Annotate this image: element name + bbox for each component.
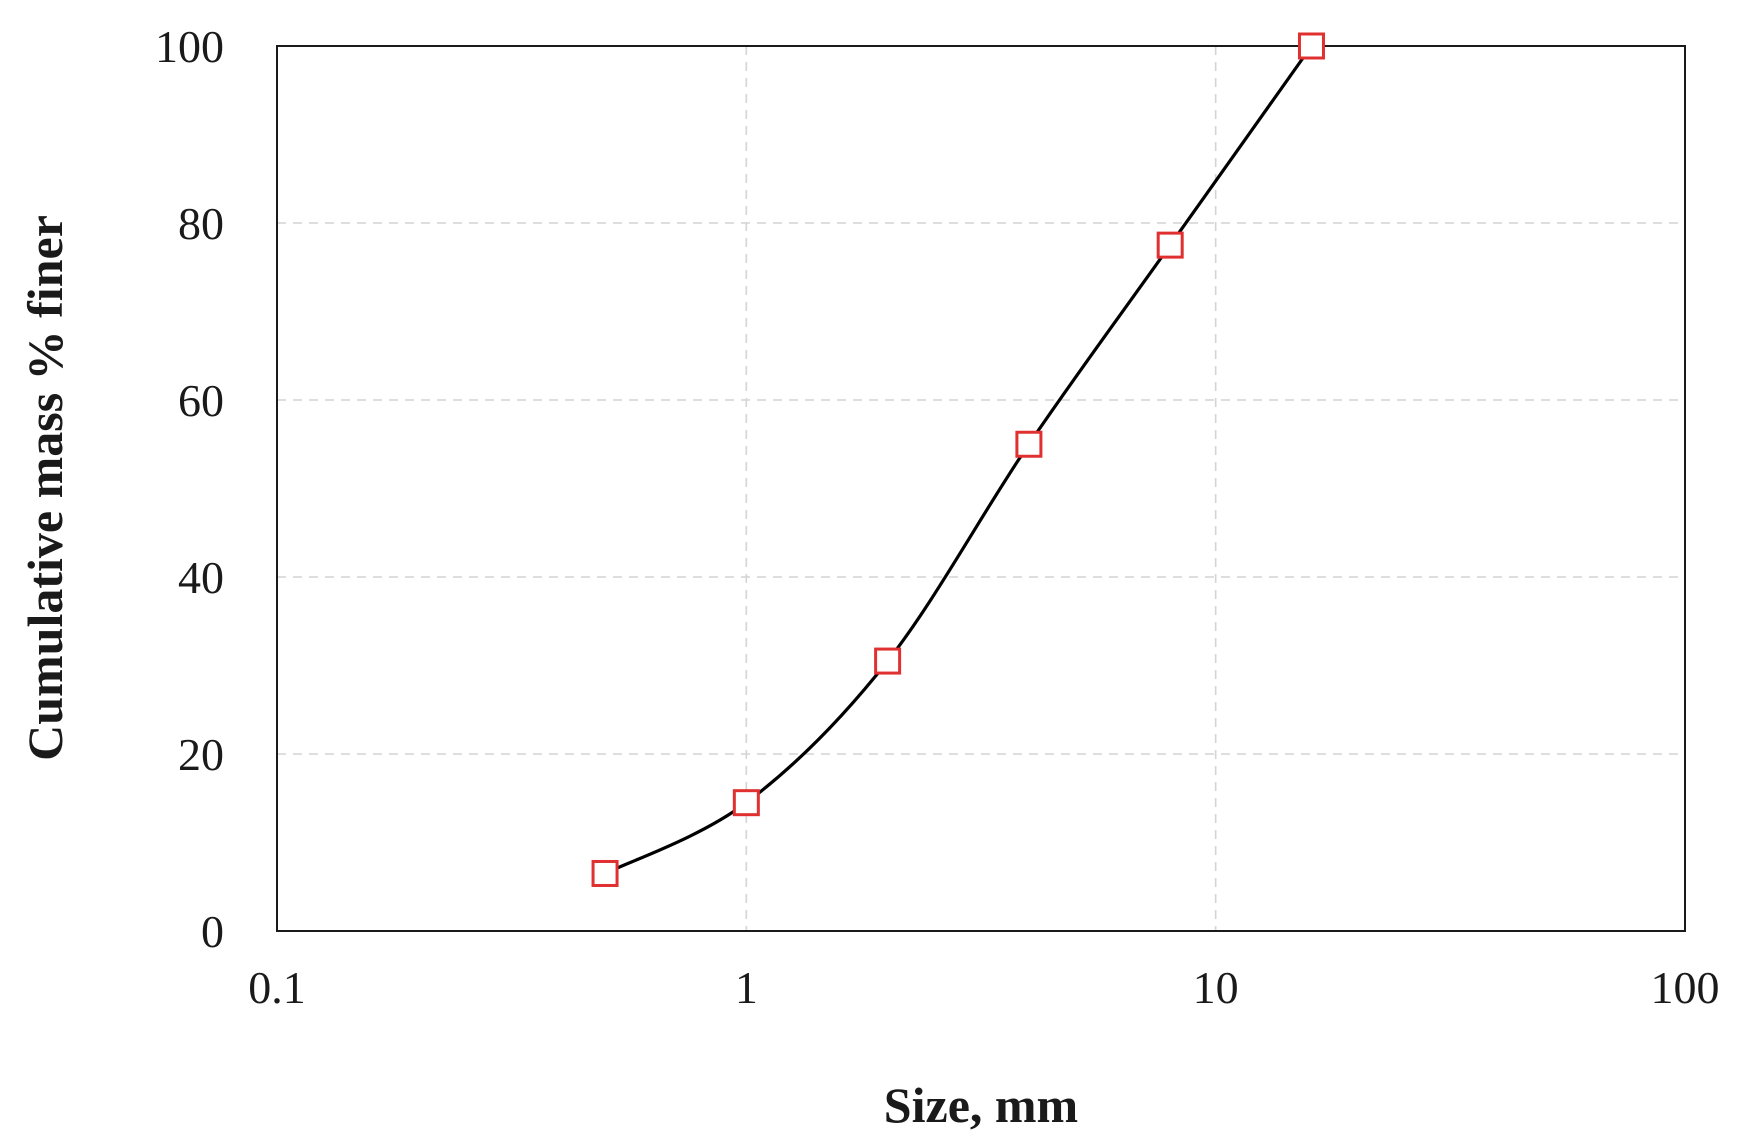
data-point-2	[874, 647, 902, 675]
y-tick-label: 80	[178, 198, 224, 249]
plot-frame	[276, 45, 1686, 932]
x-axis-title: Size, mm	[884, 1077, 1078, 1133]
x-tick-label: 10	[1193, 962, 1239, 1013]
y-tick-label: 60	[178, 375, 224, 426]
data-point-1	[732, 789, 760, 817]
x-tick-labels: 0.1 1 10 100	[248, 962, 1719, 1013]
y-tick-label: 40	[178, 552, 224, 603]
x-tick-label: 0.1	[248, 962, 306, 1013]
data-point-4	[1156, 231, 1184, 259]
y-tick-label: 100	[155, 21, 224, 72]
y-tick-label: 20	[178, 729, 224, 780]
x-tick-label: 1	[735, 962, 758, 1013]
data-point-5	[1297, 32, 1325, 60]
y-tick-labels: 0 20 40 60 80 100	[155, 21, 224, 957]
y-tick-label: 0	[201, 906, 224, 957]
data-point-0	[591, 859, 619, 887]
data-point-3	[1015, 430, 1043, 458]
series-line	[604, 45, 1313, 875]
x-tick-label: 100	[1651, 962, 1720, 1013]
grid-layer	[277, 46, 1685, 931]
y-axis-title: Cumulative mass % finer	[17, 215, 73, 761]
series-markers	[591, 32, 1325, 887]
